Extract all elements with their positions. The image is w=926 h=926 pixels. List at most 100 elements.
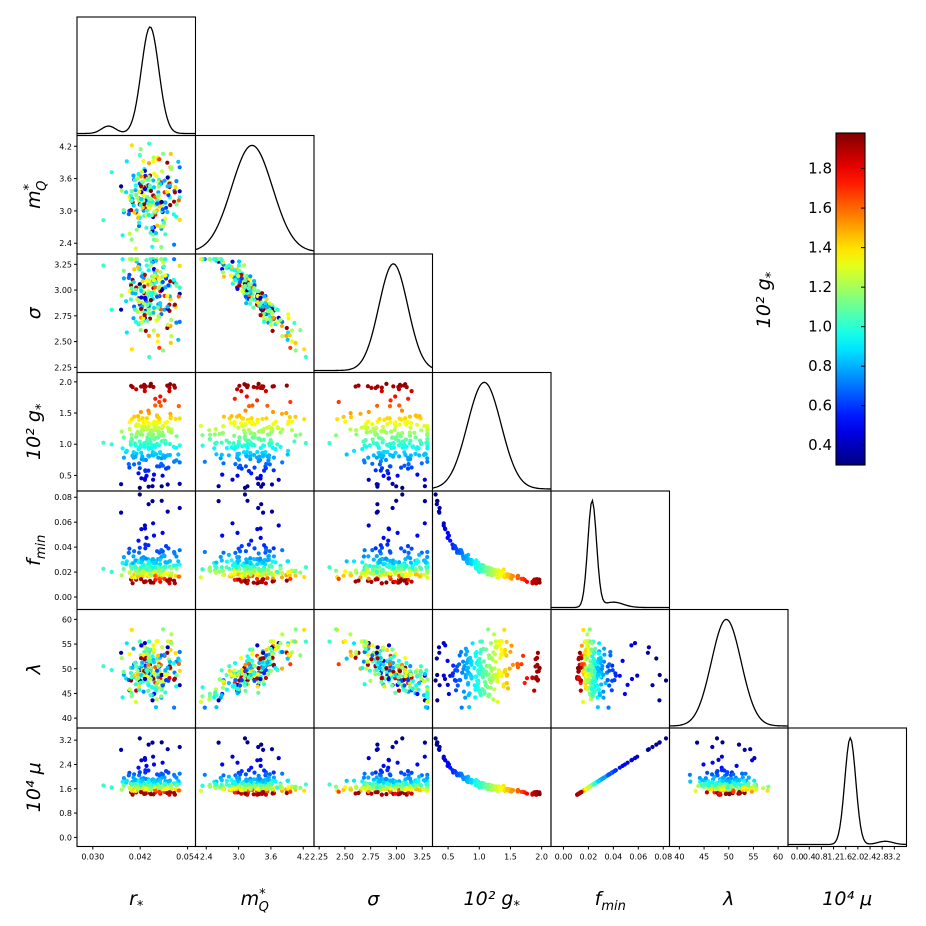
sample-point [235,286,240,291]
sample-point [173,416,178,422]
sample-point [378,543,383,548]
sample-point [137,189,142,194]
sample-point [174,283,179,288]
sample-point [202,772,207,777]
sample-point [423,560,428,565]
sample-point [220,533,225,538]
sample-point [436,645,442,650]
sample-point [353,791,358,796]
sample-point [693,788,698,794]
sample-point [174,434,179,439]
sample-point [417,673,423,678]
sample-point [261,453,266,458]
sample-point [159,199,164,205]
sample-point [137,439,142,444]
sample-point [268,781,273,786]
x-tick-label: 3.6 [265,853,278,862]
sample-point [161,260,166,265]
sample-point [417,414,422,419]
sample-point [477,690,482,695]
sample-point [271,546,276,551]
sample-point [139,779,144,784]
sample-point [455,683,460,688]
sample-point [287,415,292,420]
sample-point [137,485,142,490]
sample-point [177,416,182,421]
sample-point [418,566,424,571]
sample-point [248,282,253,287]
sample-point [370,548,375,553]
sample-point [137,220,142,225]
sample-point [592,690,597,695]
sample-point [119,184,124,189]
sample-point [262,671,267,676]
sample-point [243,579,248,584]
sample-point [239,276,244,281]
sample-point [418,664,424,669]
sample-point [151,450,157,455]
sample-point [612,769,617,774]
sample-point [238,656,244,661]
sample-point [152,647,157,652]
sample-point [468,779,473,784]
sample-point [238,788,244,793]
sample-point [489,678,494,683]
sample-point [381,662,386,667]
marginal-curve-fmin [551,498,670,609]
sample-point [146,161,152,166]
sample-point [596,779,601,784]
sample-point [268,639,273,644]
sample-point [584,656,590,661]
panel-g-mu [431,727,552,848]
sample-point [147,311,152,316]
sample-point [237,283,242,288]
sample-point [270,426,275,431]
sample-point [132,267,137,272]
sample-point [493,569,498,574]
sample-point [400,562,405,567]
sample-point [124,299,129,304]
sample-point [360,665,365,671]
sample-point [155,772,160,777]
sample-point [405,544,411,549]
sample-point [155,441,160,446]
sample-point [424,668,429,673]
sample-point [124,778,129,783]
sample-point [232,420,237,425]
sample-point [221,274,226,279]
sample-point [233,781,238,786]
sample-point [367,563,372,569]
sample-point [368,678,373,683]
sample-point [168,279,173,284]
sample-point [161,424,166,429]
sample-point [158,557,163,562]
sample-point [176,661,181,667]
sample-point [476,680,481,685]
sample-point [161,348,166,353]
sample-point [148,257,153,262]
sample-point [261,747,266,753]
sample-point [344,452,349,457]
sample-point [407,433,413,438]
sample-point [213,427,218,432]
sample-point [174,458,179,463]
sample-point [743,771,748,776]
sample-point [233,550,238,556]
sample-point [220,568,225,574]
sample-point [227,440,232,445]
sample-point [131,775,136,780]
sample-point [333,627,339,632]
sample-point [258,556,263,561]
sample-point [298,785,303,791]
sample-point [255,672,260,677]
sample-point [133,423,138,428]
sample-point [134,192,139,197]
sample-point [163,420,168,425]
sample-point [485,783,490,788]
sample-point [165,322,171,327]
sample-point [384,580,389,585]
sample-point [174,202,179,207]
sample-point [238,574,244,579]
sample-point [392,427,397,432]
sample-point [731,789,736,794]
